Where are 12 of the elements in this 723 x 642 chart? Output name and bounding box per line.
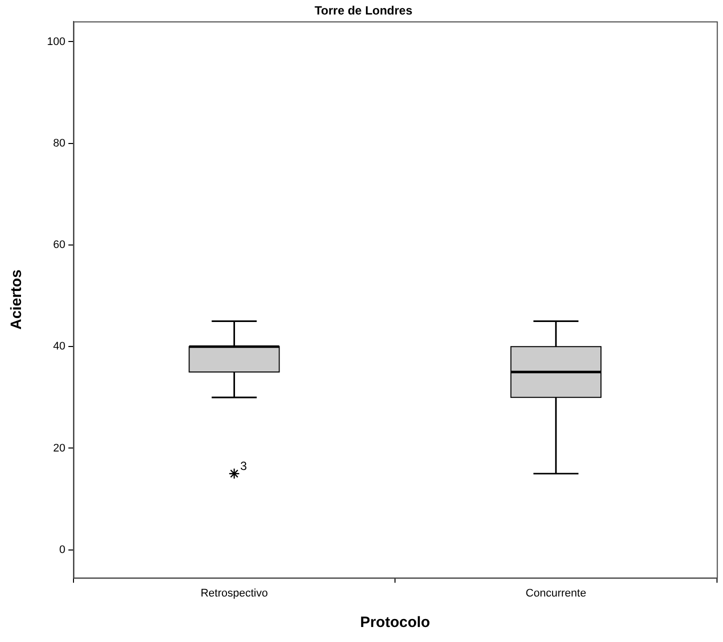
y-tick-label: 80: [53, 137, 66, 150]
y-tick-label: 60: [53, 239, 66, 252]
y-tick-label: 40: [53, 340, 66, 353]
y-tick-label: 20: [53, 442, 66, 454]
x-tick-label: Concurrente: [526, 587, 586, 600]
y-tick-label: 0: [59, 544, 66, 556]
annotation: 3: [240, 458, 248, 473]
chart-title: Torre de Londres: [314, 4, 413, 18]
y-axis-title: Aciertos: [8, 270, 26, 330]
x-axis-title: Protocolo: [360, 614, 430, 632]
x-tick-label: Retrospectivo: [200, 587, 268, 600]
y-tick-label: 100: [46, 36, 66, 48]
